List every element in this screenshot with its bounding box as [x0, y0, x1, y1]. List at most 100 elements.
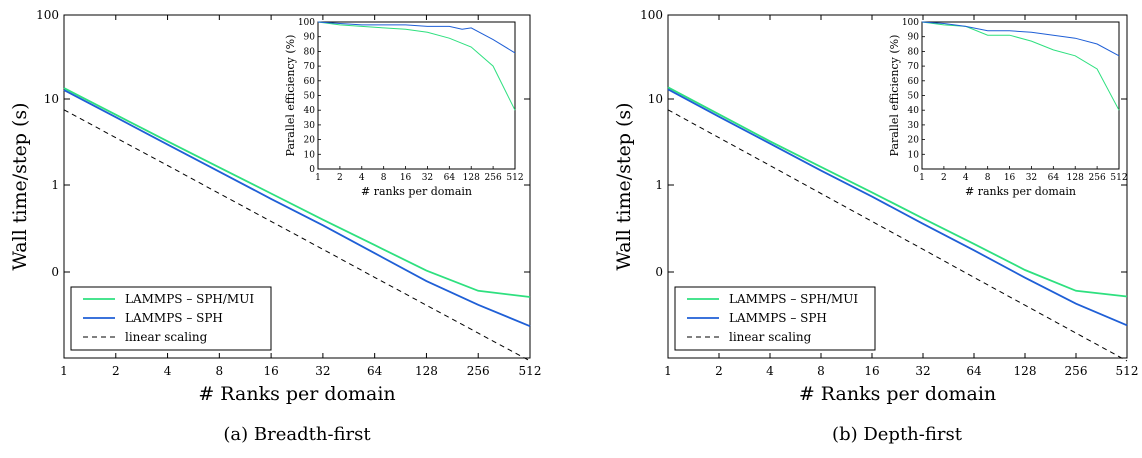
inset-series-line-1 — [921, 21, 1120, 57]
inset-y-axis-label: Parallel efficiency (%) — [284, 35, 297, 157]
x-tick-label: 4 — [164, 364, 172, 378]
inset-x-tick-label: 64 — [1048, 173, 1060, 183]
inset-x-tick-label: 32 — [1026, 173, 1037, 183]
inset-y-tick-label: 10 — [908, 150, 920, 160]
x-tick-label: 256 — [1065, 364, 1088, 378]
series-line-2 — [63, 109, 531, 362]
series-line-0 — [667, 86, 1128, 298]
x-tick-label: 8 — [817, 364, 825, 378]
x-tick-label: 1 — [664, 364, 672, 378]
plot-frame — [63, 14, 531, 359]
inset-x-tick-label: 1 — [919, 173, 925, 183]
inset-x-tick-label: 16 — [1004, 173, 1016, 183]
inset-chart: 1 2 4 8 16 32 64 128 256 512 0 10 20 30 40 50 60 70 80 90 10… — [888, 18, 1128, 198]
x-tick-label: 16 — [864, 364, 879, 378]
x-tick-label: 32 — [315, 364, 330, 378]
x-axis-label: # Ranks per domain — [799, 383, 996, 405]
inset-x-tick-label: 2 — [337, 173, 343, 183]
inset-y-tick-label: 70 — [304, 62, 316, 72]
inset-y-tick-label: 40 — [304, 106, 316, 116]
inset-chart: 1 2 4 8 16 32 64 128 256 512 0 10 20 30 40 50 60 70 80 90 10… — [284, 18, 524, 198]
inset-x-tick-label: 128 — [463, 173, 480, 183]
x-tick-label: 2 — [715, 364, 723, 378]
x-tick-label: 1 — [60, 364, 68, 378]
inset-y-tick-label: 0 — [913, 165, 919, 175]
inset-x-tick-label: 4 — [359, 173, 365, 183]
inset-y-tick-label: 40 — [908, 106, 920, 116]
inset-y-axis-label: Parallel efficiency (%) — [888, 35, 901, 157]
inset-y-tick-label: 90 — [304, 33, 316, 43]
legend-label-0: LAMMPS – SPH/MUI — [729, 292, 858, 306]
x-axis-label: # Ranks per domain — [198, 383, 395, 405]
y-tick-label: 100 — [36, 8, 59, 22]
series-line-1 — [667, 88, 1128, 327]
panel-caption: (a) Breadth-first — [223, 424, 371, 445]
inset-y-tick-label: 80 — [908, 47, 920, 57]
inset-series-line-0 — [921, 21, 1120, 111]
inset-x-axis-label: # ranks per domain — [361, 185, 472, 198]
legend: LAMMPS – SPH/MUI LAMMPS – SPH linear scali… — [70, 286, 272, 351]
inset-x-tick-label: 512 — [506, 173, 523, 183]
x-tick-label: 4 — [766, 364, 774, 378]
plot-frame — [667, 14, 1128, 359]
y-tick-label: 10 — [44, 92, 59, 106]
x-tick-label: 512 — [1116, 364, 1139, 378]
inset-x-tick-label: 32 — [422, 173, 433, 183]
inset-y-tick-label: 100 — [902, 18, 919, 28]
legend-label-1: LAMMPS – SPH — [125, 311, 223, 325]
inset-x-tick-label: 4 — [963, 173, 969, 183]
legend-label-2: linear scaling — [729, 330, 812, 344]
x-tick-label: 64 — [367, 364, 383, 378]
inset-series-line-1 — [317, 21, 516, 54]
inset-y-tick-label: 50 — [304, 92, 316, 102]
inset-x-axis-label: # ranks per domain — [965, 185, 1076, 198]
inset-y-tick-label: 70 — [908, 62, 920, 72]
x-tick-label: 128 — [415, 364, 438, 378]
series-line-1 — [63, 89, 531, 328]
inset-x-tick-label: 8 — [985, 173, 991, 183]
x-tick-label: 2 — [112, 364, 120, 378]
x-tick-label: 8 — [216, 364, 224, 378]
inset-y-tick-label: 90 — [908, 33, 920, 43]
inset-x-tick-label: 256 — [1089, 173, 1106, 183]
inset-frame — [317, 21, 516, 170]
y-tick-label: 0 — [51, 265, 59, 279]
inset-y-tick-label: 20 — [908, 136, 920, 146]
legend: LAMMPS – SPH/MUI LAMMPS – SPH linear scali… — [674, 286, 876, 351]
inset-series-line-0 — [317, 21, 516, 111]
inset-y-tick-label: 60 — [908, 77, 920, 87]
y-tick-label: 100 — [640, 8, 663, 22]
inset-y-tick-label: 80 — [304, 47, 316, 57]
inset-y-tick-label: 0 — [309, 165, 315, 175]
y-axis-label: Wall time/step (s) — [9, 102, 31, 270]
inset-x-tick-label: 1 — [315, 173, 321, 183]
x-tick-label: 64 — [966, 364, 982, 378]
inset-x-tick-label: 8 — [381, 173, 387, 183]
inset-y-tick-label: 100 — [298, 18, 315, 28]
inset-x-tick-label: 2 — [941, 173, 947, 183]
y-tick-label: 10 — [648, 92, 663, 106]
inset-x-tick-label: 64 — [444, 173, 456, 183]
y-tick-label: 1 — [655, 178, 663, 192]
panel-caption: (b) Depth-first — [832, 424, 963, 445]
legend-label-0: LAMMPS – SPH/MUI — [125, 292, 254, 306]
x-tick-label: 256 — [467, 364, 490, 378]
legend-label-1: LAMMPS – SPH — [729, 311, 827, 325]
inset-frame — [921, 21, 1120, 170]
inset-x-tick-label: 128 — [1067, 173, 1084, 183]
x-tick-label: 16 — [263, 364, 278, 378]
x-tick-label: 32 — [915, 364, 930, 378]
series-line-0 — [63, 87, 531, 298]
inset-x-tick-label: 16 — [400, 173, 412, 183]
inset-y-tick-label: 50 — [908, 92, 920, 102]
y-tick-label: 0 — [655, 265, 663, 279]
inset-y-tick-label: 10 — [304, 150, 316, 160]
inset-x-tick-label: 512 — [1110, 173, 1127, 183]
inset-x-tick-label: 256 — [485, 173, 502, 183]
y-axis-label: Wall time/step (s) — [613, 102, 635, 270]
x-tick-label: 512 — [519, 364, 542, 378]
series-line-2 — [667, 109, 1128, 362]
